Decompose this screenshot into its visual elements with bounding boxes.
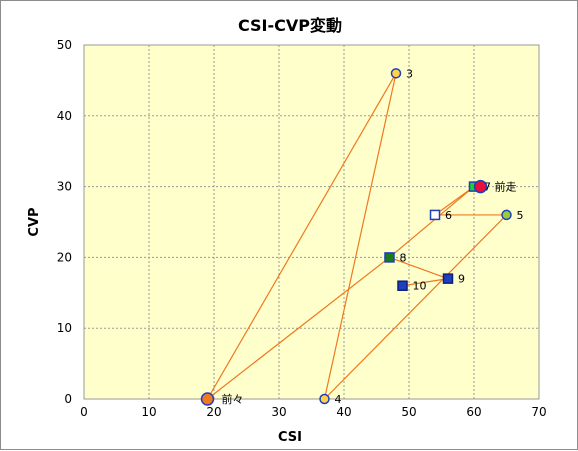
- x-tick-label: 10: [141, 405, 156, 419]
- x-tick-label: 40: [336, 405, 351, 419]
- connector-line: [389, 256, 449, 280]
- series-markers: [200, 68, 512, 406]
- marker-6: [429, 209, 441, 221]
- point-label-8: 8: [400, 251, 407, 264]
- marker-前々: [200, 392, 215, 406]
- y-axis-label: CVP: [27, 207, 42, 236]
- marker-3: [390, 68, 402, 79]
- marker-前走: [473, 179, 488, 194]
- x-tick-label: 70: [531, 405, 546, 419]
- y-tick-label: 10: [57, 321, 72, 335]
- connector-line: [324, 214, 507, 400]
- point-label-7: 7: [484, 181, 491, 194]
- x-tick-label: 30: [271, 405, 286, 419]
- marker-9: [442, 273, 454, 284]
- marker-5: [501, 209, 512, 221]
- series-lines: [206, 73, 507, 400]
- point-label-4: 4: [335, 393, 342, 406]
- x-tick-label: 60: [466, 405, 481, 419]
- chart-title: CSI-CVP変動: [238, 16, 342, 35]
- y-tick-label: 0: [64, 392, 72, 406]
- point-label-前走: 前走: [495, 180, 517, 194]
- y-tick-label: 20: [57, 250, 72, 264]
- point-labels: 前々 3 4 5 6 7 8 9 10 前走: [222, 67, 524, 406]
- y-tick-label: 30: [57, 180, 72, 194]
- y-tick-labels: 0 10 20 30 40 50: [57, 38, 72, 406]
- point-label-前々: 前々: [222, 392, 244, 406]
- x-axis-label: CSI: [278, 430, 302, 445]
- x-tick-labels: 0 10 20 30 40 50 60 70: [80, 405, 546, 419]
- point-label-9: 9: [458, 273, 465, 286]
- x-tick-label: 0: [80, 405, 88, 419]
- connector-line: [206, 73, 397, 400]
- connector-line: [389, 186, 475, 258]
- marker-8: [384, 252, 395, 263]
- connector-line: [207, 256, 390, 400]
- point-label-3: 3: [406, 67, 413, 80]
- x-tick-label: 20: [206, 405, 221, 419]
- point-label-6: 6: [445, 209, 452, 222]
- x-tick-label: 50: [401, 405, 416, 419]
- point-label-5: 5: [517, 209, 524, 222]
- marker-10: [397, 280, 408, 291]
- y-tick-label: 40: [57, 109, 72, 123]
- marker-4: [319, 393, 330, 405]
- plot-area: [83, 44, 540, 400]
- connector-line: [323, 73, 397, 400]
- y-tick-label: 50: [57, 38, 72, 52]
- point-label-10: 10: [413, 280, 427, 293]
- connector-line: [402, 278, 449, 287]
- grid-lines: [84, 45, 539, 399]
